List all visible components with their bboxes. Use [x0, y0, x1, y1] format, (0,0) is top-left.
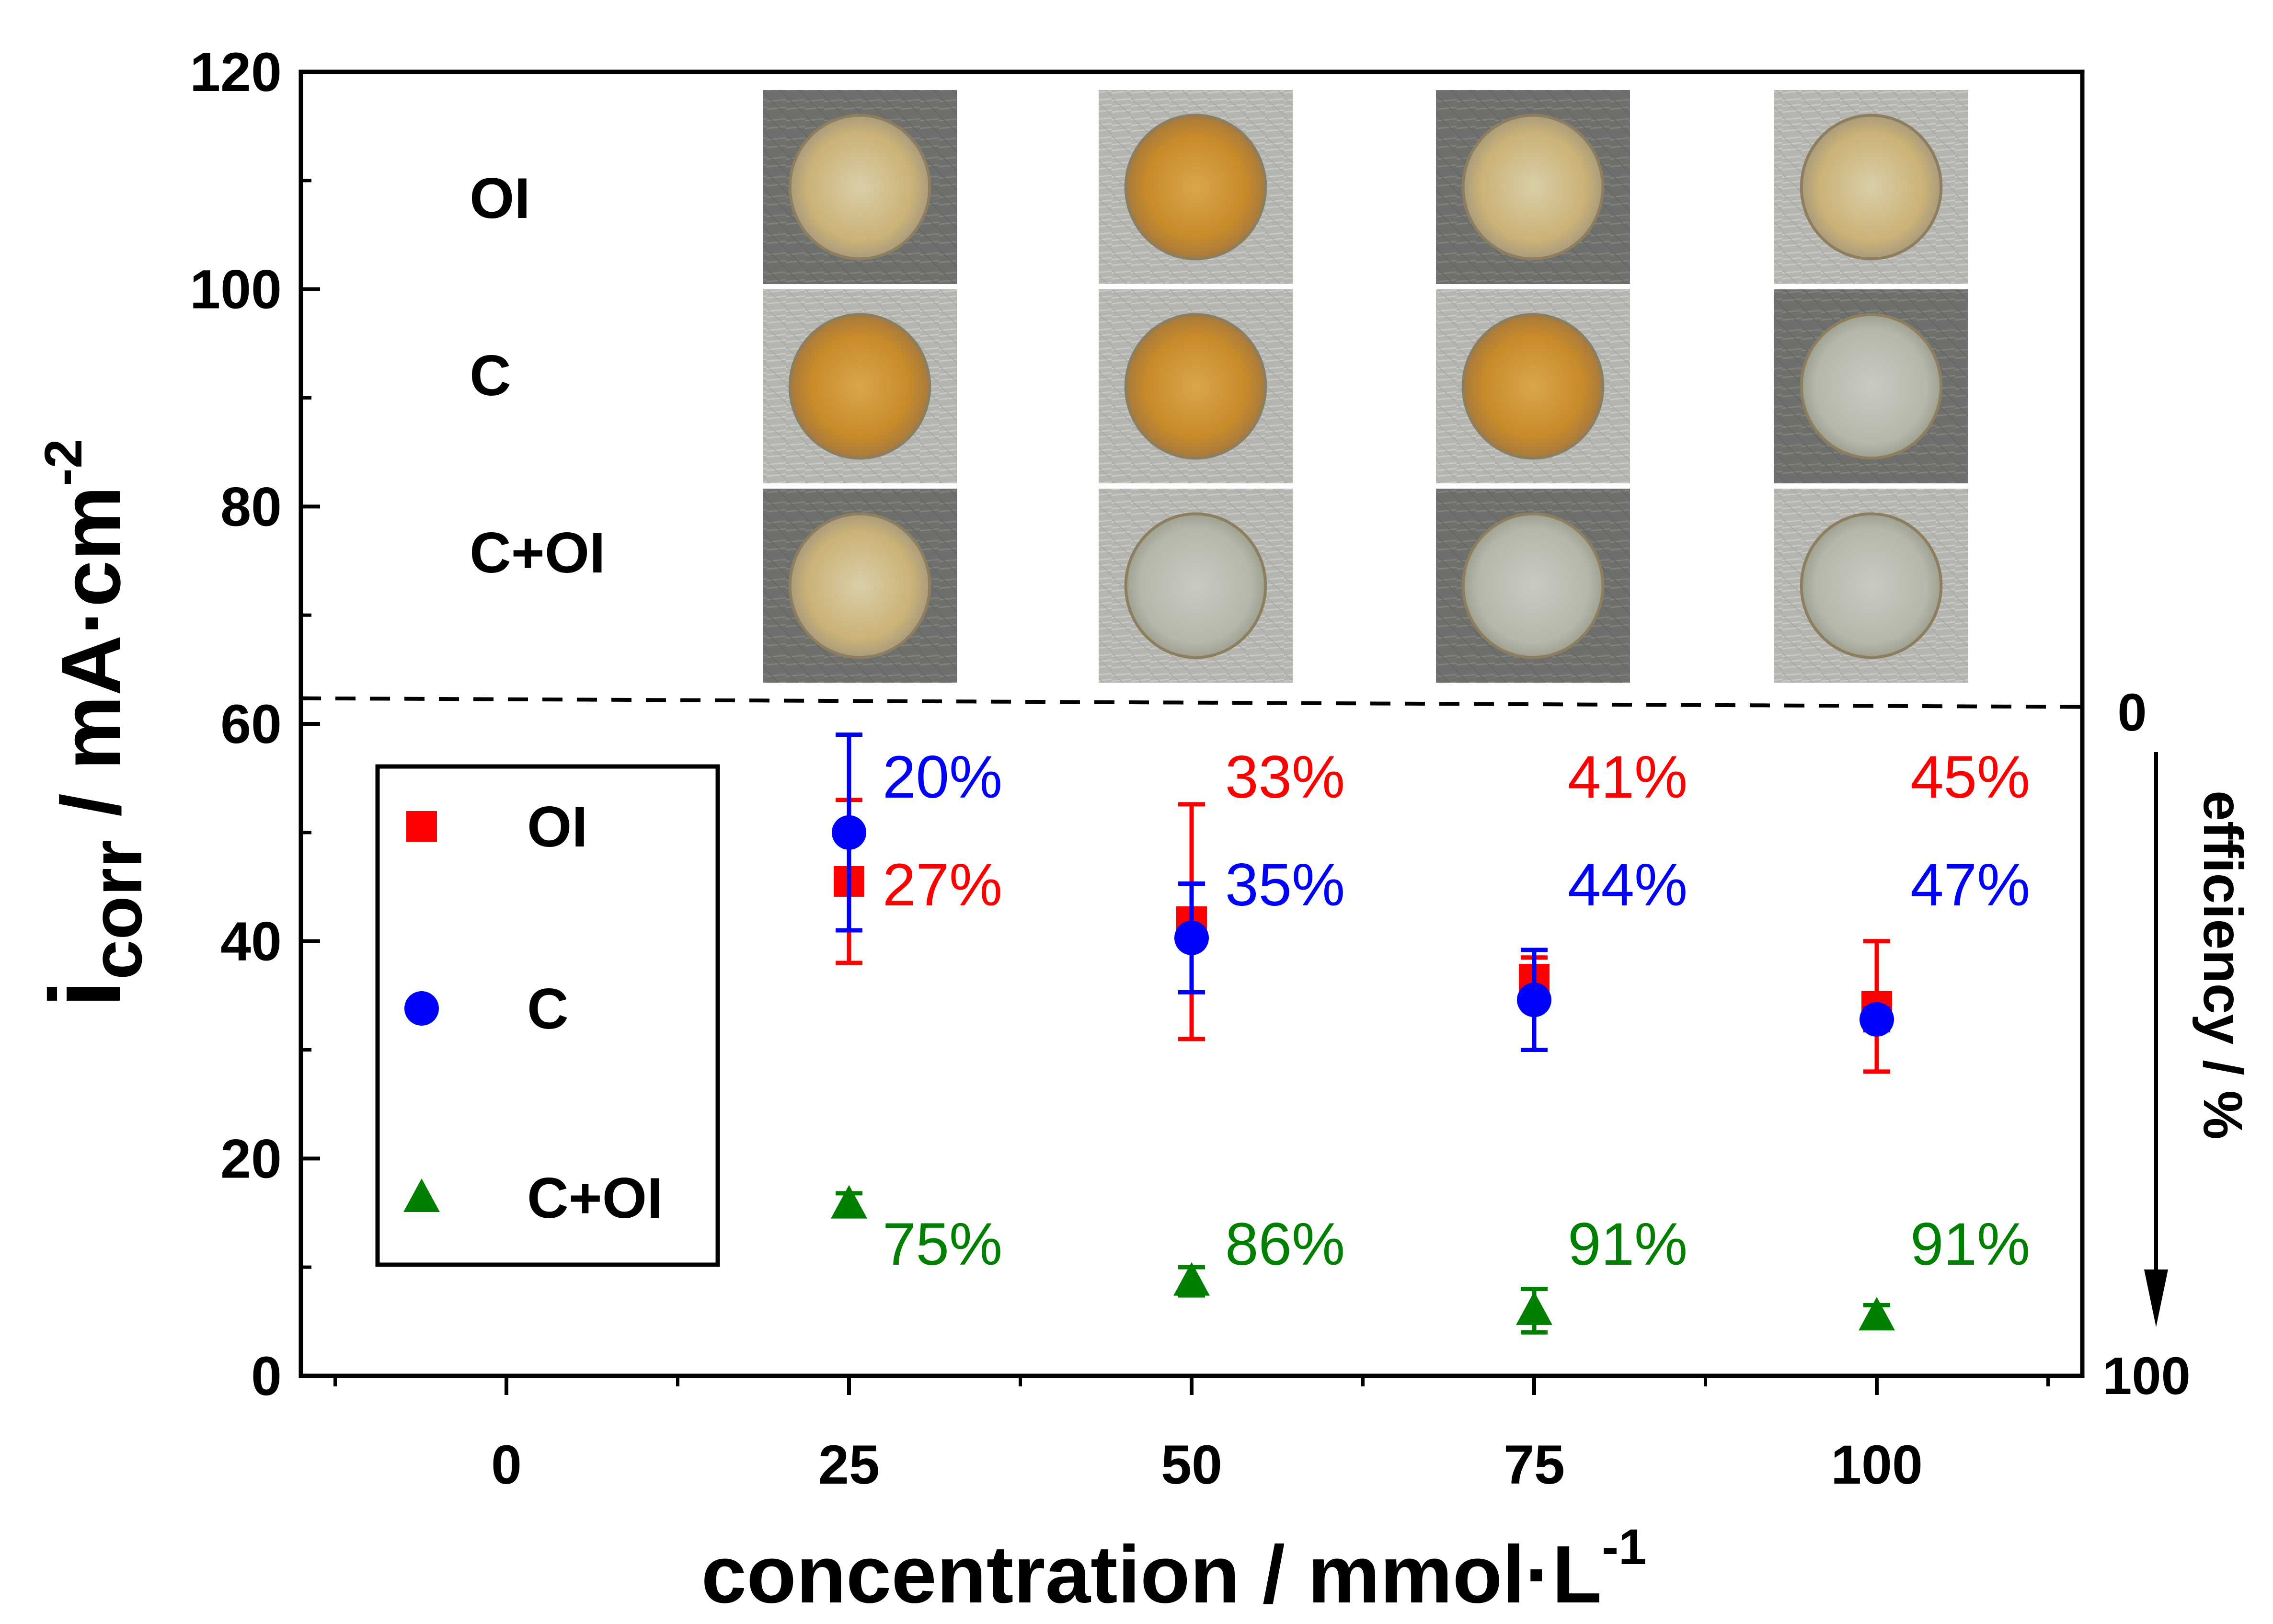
circle-marker — [404, 991, 439, 1026]
specimen-disc — [1461, 313, 1605, 460]
specimen-disc — [1800, 313, 1943, 460]
circle-marker — [1517, 983, 1551, 1018]
circle-marker — [832, 815, 866, 850]
y-axis-label-sub: corr — [76, 840, 157, 980]
efficiency-label: 35% — [1225, 852, 1345, 918]
efficiency-label: 33% — [1225, 744, 1345, 811]
triangle-marker — [1173, 1262, 1210, 1296]
x-tick-label: 75 — [1504, 1434, 1565, 1496]
efficiency-label: 41% — [1568, 744, 1688, 811]
axes: 0 20 40 60 80 100 120 0 25 50 75 100 — [190, 42, 2050, 1496]
specimen-disc — [788, 313, 931, 460]
y-tick-label: 100 — [190, 259, 282, 320]
y-tick-label: 0 — [251, 1346, 282, 1407]
specimen-disc — [1800, 114, 1943, 261]
efficiency-label: 20% — [883, 744, 1002, 811]
series-c: 20% 35% 44% 47% — [832, 732, 2030, 1052]
specimen-disc — [1124, 313, 1267, 460]
y-axis-label-rest: / mA·cm — [45, 486, 138, 840]
y-axis-label-main: i — [29, 980, 141, 1007]
x-axis-label-main: concentration / mmol·L — [701, 1529, 1602, 1620]
specimen-disc — [1800, 512, 1943, 659]
legend-entry-label: OI — [527, 795, 588, 859]
right-axis-label: efficiency / % — [2192, 790, 2253, 1140]
specimen-disc — [1124, 114, 1267, 261]
legend: OI C C+OI — [375, 764, 720, 1267]
right-axis-top-value: 0 — [2117, 683, 2147, 742]
y-tick-label: 120 — [190, 42, 282, 103]
x-tick-label: 25 — [818, 1434, 880, 1496]
efficiency-label: 86% — [1225, 1211, 1345, 1278]
specimen-disc — [1124, 512, 1267, 659]
series-oi: 27% 33% 41% 45% — [834, 744, 2030, 1074]
efficiency-label: 75% — [883, 1211, 1002, 1278]
x-tick-label: 100 — [1831, 1434, 1923, 1496]
efficiency-label: 27% — [883, 852, 1002, 918]
y-tick-label: 80 — [220, 476, 282, 538]
square-marker — [406, 811, 437, 842]
data-series: 27% 33% 41% 45% 20% 35% 44% 47% 75% 86% 91% 91% — [831, 732, 2030, 1335]
specimen-disc — [788, 114, 931, 261]
efficiency-label: 47% — [1910, 852, 2030, 918]
circle-marker — [1174, 920, 1209, 955]
efficiency-arrow-head — [2144, 1269, 2168, 1327]
y-tick-label: 60 — [220, 694, 282, 755]
x-tick-label: 0 — [491, 1434, 522, 1496]
x-axis-label: concentration / mmol·L-1 — [701, 1519, 1647, 1620]
x-tick-label: 50 — [1161, 1434, 1222, 1496]
efficiency-zero-line — [300, 696, 2083, 709]
efficiency-label: 44% — [1568, 852, 1688, 918]
x-axis-label-sup: -1 — [1602, 1519, 1646, 1575]
legend-entry-label: C — [527, 977, 569, 1041]
photo-row-label: C — [470, 343, 511, 408]
y-axis-label: icorr / mA·cm-2 — [29, 439, 157, 1007]
triangle-marker — [1859, 1297, 1895, 1331]
efficiency-zero-dash — [300, 696, 2083, 709]
specimen-disc — [1461, 114, 1605, 261]
efficiency-label: 91% — [1910, 1211, 2030, 1278]
efficiency-label: 91% — [1568, 1211, 1688, 1278]
y-tick-label: 20 — [220, 1128, 282, 1189]
legend-entry-label: C+OI — [527, 1166, 663, 1230]
right-axis-bottom-value: 100 — [2102, 1347, 2191, 1406]
specimen-disc — [1461, 512, 1605, 659]
circle-marker — [1860, 1002, 1894, 1037]
triangle-marker — [831, 1185, 867, 1219]
triangle-marker — [403, 1178, 440, 1212]
series-c-plus-oi: 75% 86% 91% 91% — [831, 1185, 2030, 1335]
specimen-photo-grid: OI C C+OI — [470, 90, 1968, 683]
photo-row-label: C+OI — [470, 521, 605, 585]
specimen-disc — [788, 512, 931, 659]
triangle-marker — [1516, 1291, 1552, 1325]
photo-row-label: OI — [470, 166, 530, 230]
y-axis-label-sup: -2 — [34, 439, 93, 486]
efficiency-label: 45% — [1910, 744, 2030, 811]
y-tick-label: 40 — [220, 911, 282, 972]
